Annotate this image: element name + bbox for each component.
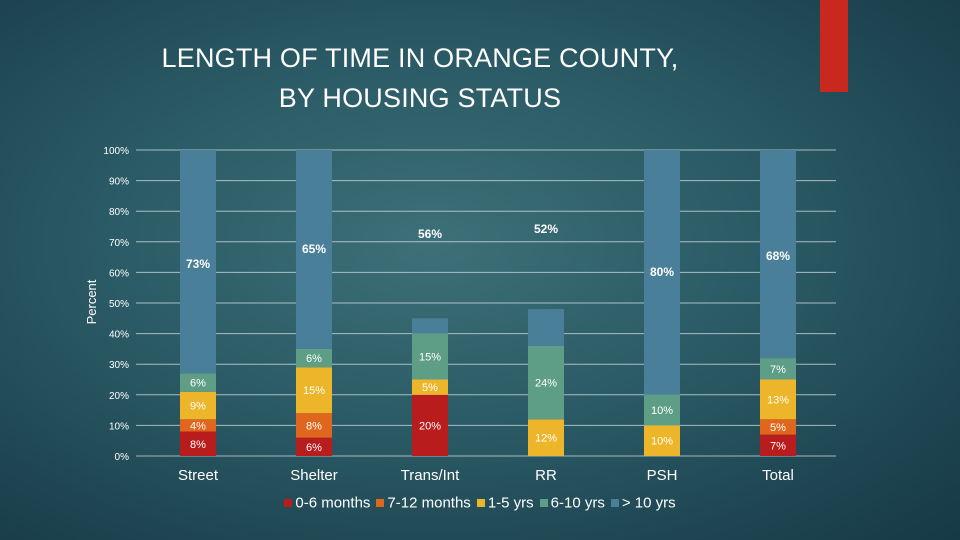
bar-segment [528, 309, 564, 346]
top-value-label: 73% [186, 257, 210, 271]
bar-segment [644, 150, 680, 395]
legend-swatch [376, 499, 385, 508]
segment-label: 9% [190, 401, 206, 413]
legend: 0-6 months 7-12 months 1-5 yrs 6-10 yrs > 10… [0, 494, 960, 512]
bar-segment [296, 348, 332, 368]
x-tick-label: PSH [647, 467, 678, 484]
segment-label: 10% [651, 436, 673, 448]
legend-item: 7-12 months [376, 494, 471, 512]
bar-segment [180, 431, 216, 456]
segment-label: 7% [770, 440, 786, 452]
legend-label: 0-6 months [295, 494, 371, 512]
bar-segment [180, 150, 216, 374]
top-value-label: 65% [302, 242, 326, 256]
bar-segment [760, 419, 796, 435]
legend-swatch [284, 499, 293, 508]
segment-label: 4% [190, 420, 206, 432]
top-value-label: 56% [418, 227, 442, 241]
x-tick-label: Shelter [290, 467, 338, 484]
x-tick-label: RR [535, 467, 557, 484]
bar-segment [296, 367, 332, 414]
segment-label: 7% [770, 364, 786, 376]
y-tick-label: 60% [109, 268, 129, 279]
legend-item: > 10 yrs [610, 494, 676, 512]
bar-segment [644, 425, 680, 456]
legend-label: 1-5 yrs [487, 494, 534, 512]
segment-label: 15% [303, 385, 325, 397]
segment-label: 6% [306, 353, 322, 365]
segment-label: 10% [651, 405, 673, 417]
legend-label: > 10 yrs [621, 494, 676, 512]
y-tick-label: 10% [109, 421, 129, 432]
bar-segment [412, 394, 448, 456]
bar-segment [528, 345, 564, 420]
y-tick-label: 90% [109, 177, 129, 188]
legend-swatch [476, 499, 485, 508]
bar-segment [644, 394, 680, 426]
segment-label: 6% [306, 442, 322, 454]
segment-label: 6% [190, 378, 206, 390]
y-tick-label: 40% [109, 330, 129, 341]
legend-swatch [610, 499, 619, 508]
top-value-labels: 73% 65% 56% 52% 80% 68% [186, 222, 790, 279]
legend-label: 7-12 months [387, 494, 471, 512]
bar-segment [180, 419, 216, 432]
y-tick-label: 50% [109, 299, 129, 310]
y-tick-label: 70% [109, 238, 129, 249]
y-tick-label: 0% [115, 452, 130, 463]
chart-title-line-2: BY HOUSING STATUS [278, 83, 562, 113]
bar-segment [296, 413, 332, 438]
bar-segment [760, 434, 796, 456]
y-axis-label: Percent [84, 279, 99, 324]
top-value-label: 52% [534, 222, 558, 236]
x-tick-label: Street [178, 467, 219, 484]
bar-segment [412, 333, 448, 380]
segment-label: 8% [306, 420, 322, 432]
x-tick-labels: Street Shelter Trans/Int RR PSH Total [178, 467, 794, 484]
bar-segment [760, 150, 796, 359]
bar-segment [180, 373, 216, 392]
top-value-label: 80% [650, 265, 674, 279]
x-tick-label: Total [762, 467, 794, 484]
bar-segment [760, 358, 796, 380]
bar-segment [412, 318, 448, 334]
legend-item: 1-5 yrs [476, 494, 534, 512]
bar-segment [296, 150, 332, 349]
legend-label: 6-10 yrs [550, 494, 605, 512]
bar-segment [528, 419, 564, 456]
bar-segment [180, 391, 216, 420]
segment-label: 5% [770, 422, 786, 434]
legend-swatch [539, 499, 548, 508]
bar-segment [760, 379, 796, 420]
bar-segment [296, 437, 332, 456]
top-value-label: 68% [766, 249, 790, 263]
chart-title-line-1: LENGTH OF TIME IN ORANGE COUNTY, [161, 43, 679, 73]
legend-item: 6-10 yrs [539, 494, 605, 512]
segment-label: 20% [419, 420, 441, 432]
y-tick-labels: 0% 10% 20% 30% 40% 50% 60% 70% 80% 90% 100% [103, 146, 129, 463]
bars [180, 150, 796, 456]
bar-segment [412, 379, 448, 395]
legend-item: 0-6 months [284, 494, 370, 512]
segment-label: 5% [422, 382, 438, 394]
segment-labels: 8% 4% 9% 6% 6% 8% 15% 6% 20% 5% 15% 12% 24% 10% 10% 7% 5… [190, 352, 789, 454]
segment-label: 13% [767, 394, 789, 406]
x-tick-label: Trans/Int [401, 467, 460, 484]
y-tick-label: 100% [103, 146, 129, 157]
y-tick-label: 80% [109, 207, 129, 218]
segment-label: 8% [190, 439, 206, 451]
segment-label: 24% [535, 378, 557, 390]
accent-bar [820, 0, 848, 92]
y-tick-label: 20% [109, 391, 129, 402]
segment-label: 15% [419, 352, 441, 364]
y-tick-label: 30% [109, 360, 129, 371]
chart-title: LENGTH OF TIME IN ORANGE COUNTY, BY HOUS… [70, 38, 770, 118]
gridlines [136, 149, 836, 457]
segment-label: 12% [535, 433, 557, 445]
